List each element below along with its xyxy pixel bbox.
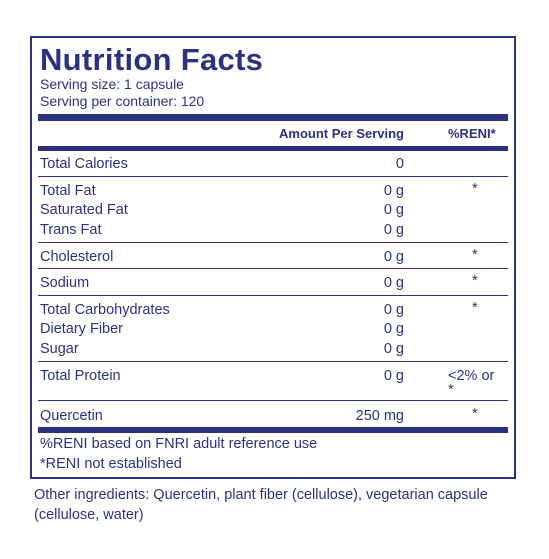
nutrient-amount: 0 g [383, 275, 404, 291]
nutrient-name: Quercetin [40, 408, 103, 424]
nutrient-reni: * [472, 181, 478, 197]
column-header-reni: %RENI* [448, 126, 496, 141]
servings-per-container: Serving per container: 120 [40, 93, 205, 109]
nutrient-amount: 0 g [383, 302, 404, 318]
column-header-amount: Amount Per Serving [279, 126, 404, 141]
thick-rule-bottom [38, 427, 508, 433]
nutrient-reni: * [472, 273, 478, 289]
nutrient-reni-note: * [448, 382, 454, 398]
nutrient-amount: 0 g [383, 249, 404, 265]
row-divider [38, 268, 508, 269]
nutrient-name: Cholesterol [40, 249, 114, 265]
nutrient-name: Total Fat [40, 183, 96, 199]
row-divider [38, 176, 508, 177]
footnote-reni-basis: %RENI based on FNRI adult reference use [40, 436, 318, 452]
nutrient-amount: 0 [395, 156, 404, 172]
nutrient-name: Trans Fat [40, 222, 102, 238]
nutrition-facts-panel: Nutrition Facts Serving size: 1 capsule … [30, 36, 516, 479]
nutrient-reni: * [472, 247, 478, 263]
nutrient-name: Total Calories [40, 156, 128, 172]
nutrient-amount: 0 g [383, 368, 404, 384]
nutrient-name: Saturated Fat [40, 202, 128, 218]
nutrient-reni: <2% or [448, 368, 495, 384]
nutrient-name: Total Carbohydrates [40, 302, 170, 318]
thick-rule-header [38, 146, 508, 151]
nutrient-amount: 0 g [383, 321, 404, 337]
nutrient-name: Dietary Fiber [40, 321, 123, 337]
nutrient-amount: 250 mg [355, 408, 404, 424]
row-divider [38, 361, 508, 362]
thick-rule-top [38, 114, 508, 121]
row-divider [38, 295, 508, 296]
nutrient-name: Sugar [40, 341, 79, 357]
nutrition-facts-title: Nutrition Facts [40, 42, 264, 77]
other-ingredients: Other ingredients: Quercetin, plant fibe… [34, 487, 488, 523]
nutrient-amount: 0 g [383, 341, 404, 357]
nutrient-amount: 0 g [383, 222, 404, 238]
nutrient-reni: * [472, 300, 478, 316]
row-divider [38, 242, 508, 243]
nutrient-amount: 0 g [383, 202, 404, 218]
nutrient-name: Sodium [40, 275, 90, 291]
serving-size: Serving size: 1 capsule [40, 76, 184, 92]
nutrient-reni: * [472, 406, 478, 422]
nutrient-name: Total Protein [40, 368, 121, 384]
nutrient-amount: 0 g [383, 183, 404, 199]
row-divider [38, 400, 508, 401]
footnote-reni-not-established: *RENI not established [40, 456, 182, 472]
